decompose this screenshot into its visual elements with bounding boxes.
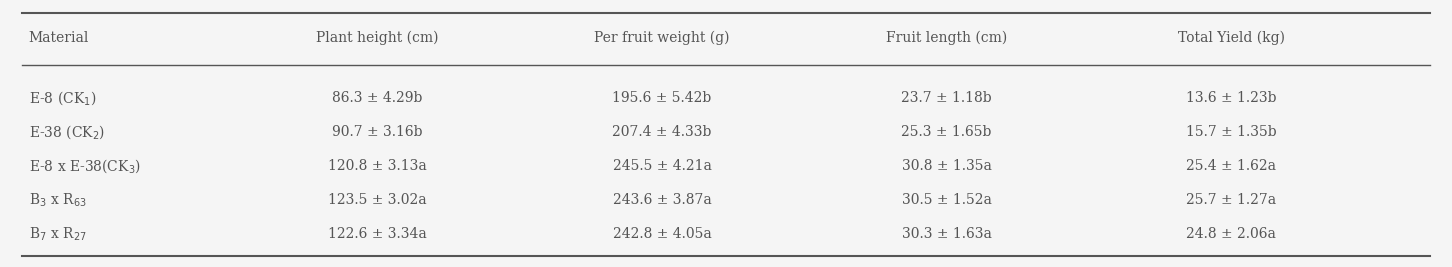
Text: 30.8 ± 1.35a: 30.8 ± 1.35a — [902, 159, 992, 173]
Text: 25.7 ± 1.27a: 25.7 ± 1.27a — [1186, 193, 1276, 207]
Text: 13.6 ± 1.23b: 13.6 ± 1.23b — [1186, 91, 1276, 105]
Text: Fruit length (cm): Fruit length (cm) — [886, 31, 1008, 45]
Text: 122.6 ± 3.34a: 122.6 ± 3.34a — [328, 227, 427, 241]
Text: Total Yield (kg): Total Yield (kg) — [1178, 31, 1285, 45]
Text: 24.8 ± 2.06a: 24.8 ± 2.06a — [1186, 227, 1276, 241]
Text: Material: Material — [29, 31, 89, 45]
Text: Per fruit weight (g): Per fruit weight (g) — [594, 31, 730, 45]
Text: 242.8 ± 4.05a: 242.8 ± 4.05a — [613, 227, 711, 241]
Text: 30.3 ± 1.63a: 30.3 ± 1.63a — [902, 227, 992, 241]
Text: 120.8 ± 3.13a: 120.8 ± 3.13a — [328, 159, 427, 173]
Text: 25.4 ± 1.62a: 25.4 ± 1.62a — [1186, 159, 1276, 173]
Text: 90.7 ± 3.16b: 90.7 ± 3.16b — [333, 125, 423, 139]
Text: 243.6 ± 3.87a: 243.6 ± 3.87a — [613, 193, 711, 207]
Text: 23.7 ± 1.18b: 23.7 ± 1.18b — [902, 91, 992, 105]
Text: E-8 x E-38(CK$_3$): E-8 x E-38(CK$_3$) — [29, 157, 141, 175]
Text: Plant height (cm): Plant height (cm) — [317, 31, 439, 45]
Text: 207.4 ± 4.33b: 207.4 ± 4.33b — [613, 125, 711, 139]
Text: E-38 (CK$_2$): E-38 (CK$_2$) — [29, 123, 105, 141]
Text: 30.5 ± 1.52a: 30.5 ± 1.52a — [902, 193, 992, 207]
Text: 86.3 ± 4.29b: 86.3 ± 4.29b — [333, 91, 423, 105]
Text: B$_3$ x R$_{63}$: B$_3$ x R$_{63}$ — [29, 191, 87, 209]
Text: 15.7 ± 1.35b: 15.7 ± 1.35b — [1186, 125, 1276, 139]
Text: 25.3 ± 1.65b: 25.3 ± 1.65b — [902, 125, 992, 139]
Text: 245.5 ± 4.21a: 245.5 ± 4.21a — [613, 159, 711, 173]
Text: 195.6 ± 5.42b: 195.6 ± 5.42b — [613, 91, 711, 105]
Text: E-8 (CK$_1$): E-8 (CK$_1$) — [29, 89, 96, 107]
Text: B$_7$ x R$_{27}$: B$_7$ x R$_{27}$ — [29, 226, 87, 243]
Text: 123.5 ± 3.02a: 123.5 ± 3.02a — [328, 193, 427, 207]
